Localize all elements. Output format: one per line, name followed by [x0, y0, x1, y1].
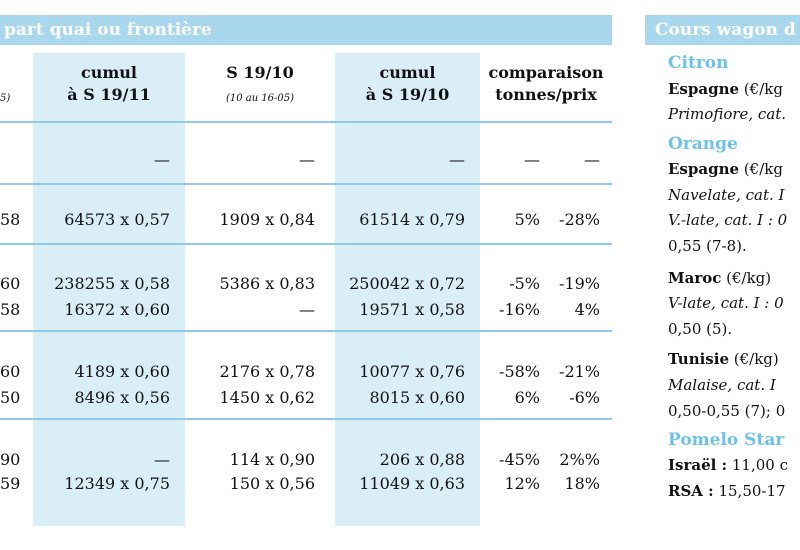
table-cell-edge: 50	[0, 388, 21, 407]
table-cell-pct-tonnes: -16%	[499, 300, 540, 319]
table-cell-edge: 60	[0, 362, 21, 381]
citron-espagne-line: Espagne (€/kg	[668, 80, 783, 98]
table-cell-edge: 58	[0, 210, 21, 229]
orange-price-line: 0,55 (7-8).	[668, 237, 747, 255]
table-cell-s-1910: 114 x 0,90	[229, 450, 315, 469]
main-table-header: part quai ou frontière	[0, 15, 612, 45]
table-cell-edge: 60	[0, 274, 21, 293]
table-cell-cumul-1911: 8496 x 0,56	[74, 388, 170, 407]
shaded-column-3	[335, 53, 480, 526]
table-cell-cumul-1910: 19571 x 0,58	[359, 300, 465, 319]
column-header-cumul-1911: cumul à S 19/11	[67, 63, 151, 104]
table-cell-cumul-1911: 4189 x 0,60	[74, 362, 170, 381]
header-rule	[0, 121, 612, 123]
table-cell-cumul-1910: 61514 x 0,79	[359, 210, 465, 229]
table-cell-pct-prix: -6%	[569, 388, 600, 407]
table-cell-cumul-1911: 16372 x 0,60	[64, 300, 170, 319]
table-cell-pct-prix: 18%	[564, 474, 600, 493]
table-cell-cumul-1910: 206 x 0,88	[379, 450, 465, 469]
table-cell-cumul-1911: 64573 x 0,57	[64, 210, 170, 229]
table-cell-pct-tonnes: 12%	[504, 474, 540, 493]
table-cell-cumul-1911: 238255 x 0,58	[54, 274, 170, 293]
row-divider	[0, 243, 612, 245]
table-cell-pct-prix: -21%	[559, 362, 600, 381]
column-header-s-1910: S 19/10	[226, 63, 294, 82]
table-cell-s-1910: —	[299, 300, 315, 319]
table-cell-pct-tonnes: -5%	[509, 274, 540, 293]
table-cell-pct-tonnes: -58%	[499, 362, 540, 381]
citron-variety-line: Primofiore, cat.	[668, 105, 787, 123]
table-cell-s-1910: 150 x 0,56	[229, 474, 315, 493]
tunisie-line: Tunisie (€/kg)	[668, 350, 779, 368]
table-cell-pct-tonnes: -45%	[499, 450, 540, 469]
pomelo-title: Pomelo Star	[668, 430, 785, 450]
table-cell-cumul-1910: 11049 x 0,63	[359, 474, 465, 493]
tunisie-price-line: 0,50-0,55 (7); 0	[668, 402, 786, 420]
orange-navelate-line: Navelate, cat. I	[668, 186, 785, 204]
maroc-line: Maroc (€/kg)	[668, 269, 772, 287]
table-cell-pct-tonnes: 5%	[514, 210, 540, 229]
column-subheader-period: (10 au 16-05)	[225, 93, 295, 104]
left-edge-subtitle: 5)	[0, 93, 11, 104]
table-cell-cumul-1910: —	[449, 150, 465, 169]
table-cell-s-1910: 1450 x 0,62	[219, 388, 315, 407]
table-cell-edge: 59	[0, 474, 21, 493]
israel-line: Israël : 11,00 c	[668, 456, 788, 474]
row-divider	[0, 330, 612, 332]
table-cell-cumul-1910: 250042 x 0,72	[349, 274, 465, 293]
orange-vlate-line: V.-late, cat. I : 0	[668, 211, 788, 229]
row-divider	[0, 418, 612, 420]
table-cell-cumul-1910: 10077 x 0,76	[359, 362, 465, 381]
table-cell-pct-tonnes: —	[524, 150, 540, 169]
table-cell-s-1910: 2176 x 0,78	[219, 362, 315, 381]
orange-espagne-line: Espagne (€/kg	[668, 160, 783, 178]
table-cell-cumul-1910: 8015 x 0,60	[369, 388, 465, 407]
table-cell-pct-prix: 2%%	[559, 450, 600, 469]
orange-title: Orange	[668, 134, 738, 154]
maroc-price-line: 0,50 (5).	[668, 320, 733, 338]
table-cell-s-1910: —	[299, 150, 315, 169]
table-cell-pct-prix: -19%	[559, 274, 600, 293]
table-cell-pct-prix: 4%	[574, 300, 600, 319]
side-panel-header: Cours wagon d	[645, 15, 800, 45]
table-cell-pct-tonnes: 6%	[514, 388, 540, 407]
rsa-line: RSA : 15,50-17	[668, 482, 786, 500]
table-cell-cumul-1911: —	[154, 150, 170, 169]
table-cell-edge: 58	[0, 300, 21, 319]
table-cell-edge: 90	[0, 450, 21, 469]
row-divider	[0, 183, 612, 185]
table-cell-pct-prix: -28%	[559, 210, 600, 229]
maroc-vlate-line: V-late, cat. I : 0	[668, 294, 784, 312]
column-header-cumul-1910: cumul à S 19/10	[365, 63, 450, 104]
table-cell-s-1910: 1909 x 0,84	[219, 210, 315, 229]
tunisie-malaise-line: Malaise, cat. I	[668, 376, 776, 394]
table-cell-pct-prix: —	[584, 150, 600, 169]
citron-title: Citron	[668, 53, 729, 73]
table-cell-cumul-1911: 12349 x 0,75	[64, 474, 170, 493]
table-cell-s-1910: 5386 x 0,83	[219, 274, 315, 293]
column-header-comparaison: comparaison tonnes/prix	[488, 63, 604, 104]
table-cell-cumul-1911: —	[154, 450, 170, 469]
shaded-column-1	[33, 53, 185, 526]
